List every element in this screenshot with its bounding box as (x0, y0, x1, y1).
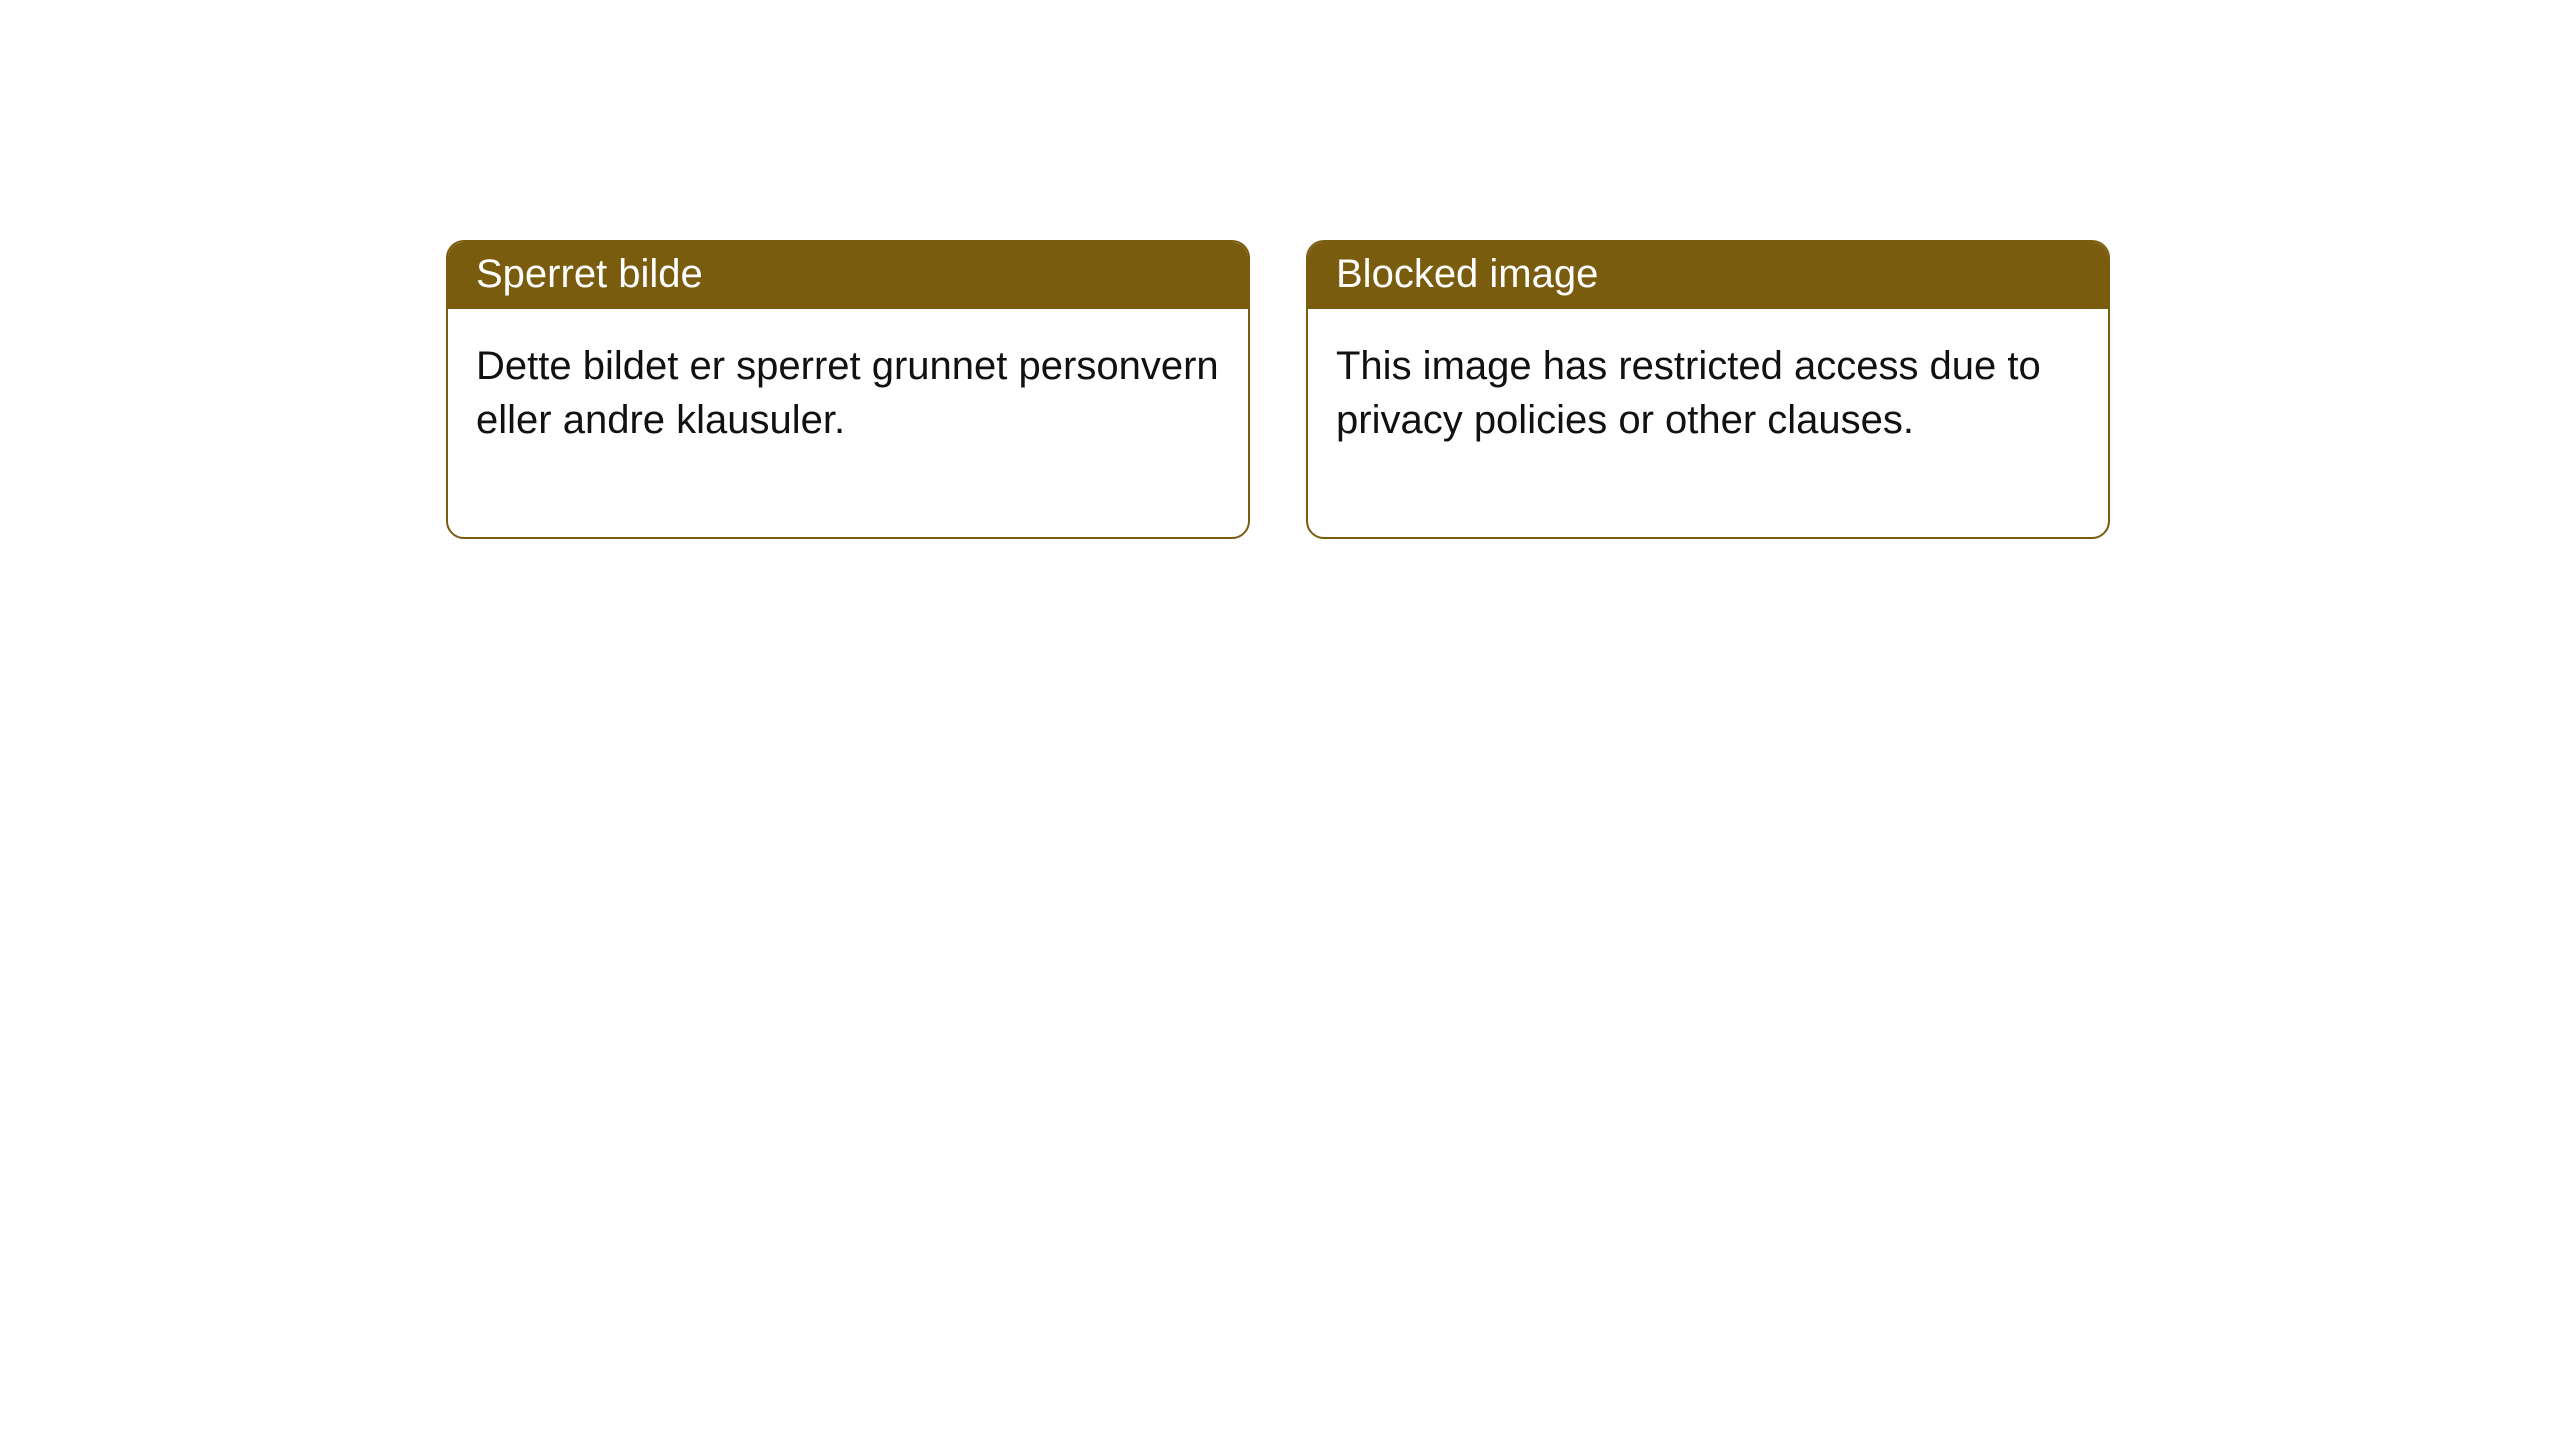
notice-title-no: Sperret bilde (448, 242, 1248, 309)
notice-body-no: Dette bildet er sperret grunnet personve… (448, 309, 1248, 537)
notice-card-no: Sperret bilde Dette bildet er sperret gr… (446, 240, 1250, 539)
notice-title-en: Blocked image (1308, 242, 2108, 309)
notice-card-en: Blocked image This image has restricted … (1306, 240, 2110, 539)
notice-container: Sperret bilde Dette bildet er sperret gr… (446, 240, 2110, 539)
notice-body-en: This image has restricted access due to … (1308, 309, 2108, 537)
